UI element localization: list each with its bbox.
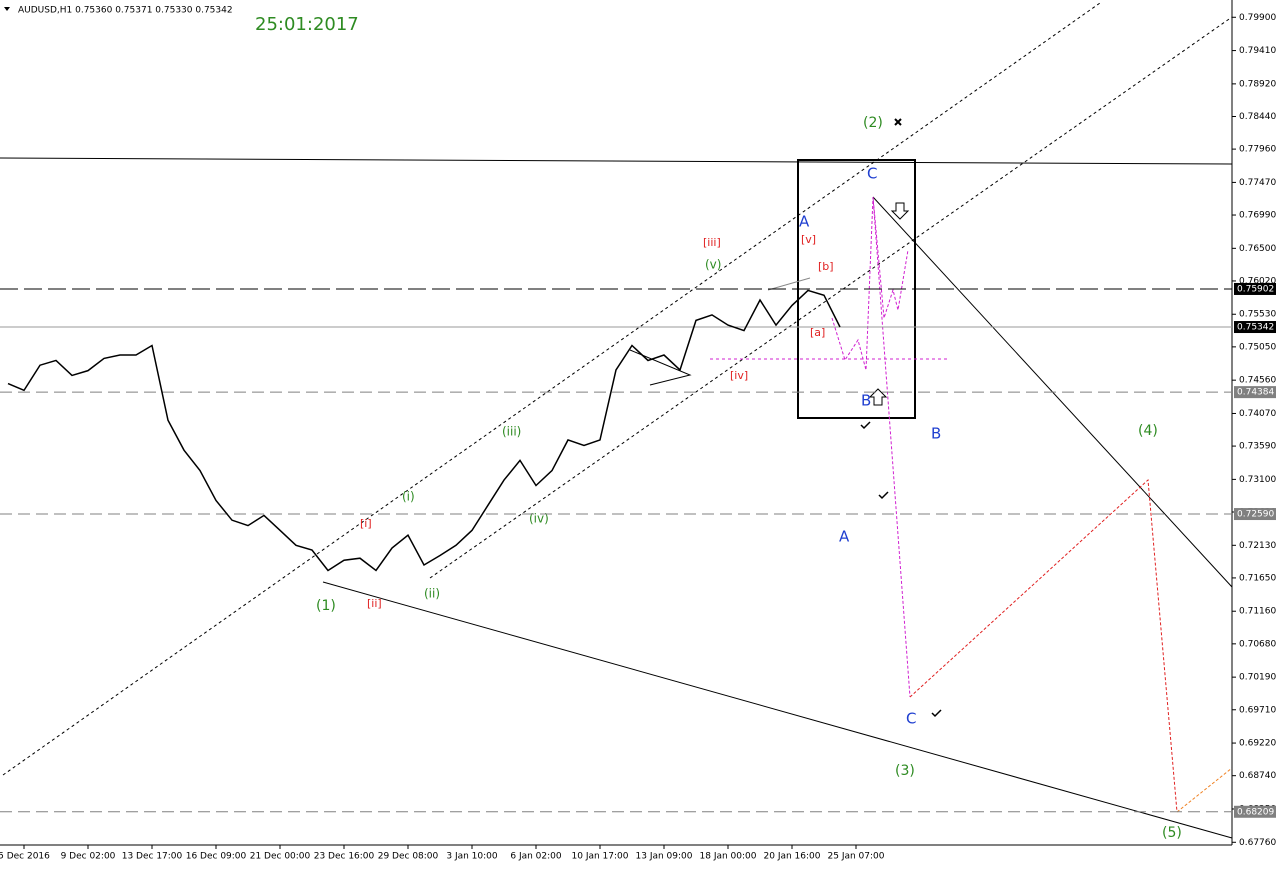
wave-label: [ii]	[367, 597, 382, 610]
y-tick-label: 0.76500	[1239, 244, 1276, 254]
projection	[909, 478, 1178, 813]
wave-label: (i)	[402, 490, 415, 504]
y-tick-label: 0.79410	[1239, 46, 1276, 56]
level-label-bg	[1234, 508, 1276, 521]
y-tick-label: 0.77960	[1239, 145, 1276, 155]
x-tick-label: 13 Dec 17:00	[122, 852, 183, 862]
x-tick-label: 10 Jan 17:00	[572, 852, 629, 862]
wave-label: (2)	[863, 115, 883, 131]
wave-label: (v)	[705, 258, 721, 272]
x-tick-label: 16 Dec 09:00	[186, 852, 247, 862]
cross-mark	[894, 118, 902, 126]
arrow-down	[890, 202, 910, 220]
arrow-up	[868, 388, 888, 406]
y-tick-label: 0.77470	[1239, 178, 1276, 188]
y-tick-label: 0.75530	[1239, 310, 1276, 320]
wave-label: (ii)	[424, 587, 440, 601]
wave-label: [b]	[818, 260, 834, 273]
x-tick-label: 13 Jan 09:00	[636, 852, 693, 862]
wave-label: (1)	[316, 598, 336, 614]
wave-label: (iii)	[502, 425, 521, 439]
x-tick-label: 9 Dec 02:00	[61, 852, 116, 862]
wave-label: B	[861, 392, 871, 410]
wave-label: B	[931, 425, 941, 443]
y-tick-label: 0.78920	[1239, 79, 1276, 89]
trend-line	[767, 277, 811, 291]
y-tick-label: 0.67760	[1239, 838, 1276, 848]
wave-label: A	[839, 528, 850, 546]
x-tick-label: 18 Jan 00:00	[700, 852, 757, 862]
wave-label: (3)	[895, 763, 915, 779]
y-tick-label: 0.71160	[1239, 607, 1276, 617]
projection	[872, 196, 911, 698]
wave-label: A	[799, 213, 810, 231]
y-tick-label: 0.74560	[1239, 376, 1276, 386]
y-tick-label: 0.70680	[1239, 639, 1276, 649]
x-tick-label: 21 Dec 00:00	[250, 852, 311, 862]
x-tick-label: 5 Dec 2016	[0, 852, 50, 862]
level-label: 0.68209	[1237, 807, 1274, 817]
wave-label: [a]	[810, 326, 825, 339]
y-tick-label: 0.72130	[1239, 541, 1276, 551]
y-tick-label: 0.73590	[1239, 442, 1276, 452]
chart-title: AUDUSD,H1 0.75360 0.75371 0.75330 0.7534…	[18, 6, 233, 16]
x-tick-label: 29 Dec 08:00	[378, 852, 439, 862]
y-tick-label: 0.76990	[1239, 211, 1276, 221]
x-tick-label: 23 Dec 16:00	[314, 852, 375, 862]
x-tick-label: 6 Jan 02:00	[510, 852, 562, 862]
wave-label: C	[906, 710, 916, 728]
level-label-bg	[1234, 282, 1276, 295]
y-tick-label: 0.78440	[1239, 112, 1276, 122]
level-label-bg	[1234, 805, 1276, 818]
y-tick-label: 0.69220	[1239, 739, 1276, 749]
level-label: 0.74384	[1237, 388, 1274, 398]
level-label-bg	[1234, 321, 1276, 334]
wave-label: (4)	[1138, 423, 1158, 439]
check-mark	[860, 421, 942, 718]
wave-label: (iv)	[529, 512, 549, 526]
level-label: 0.75902	[1237, 284, 1274, 294]
wave-label: [iii]	[703, 236, 721, 249]
y-tick-label: 0.70190	[1239, 673, 1276, 683]
price-line	[7, 289, 841, 572]
y-tick-label: 0.75050	[1239, 342, 1276, 352]
y-tick-label: 0.69710	[1239, 705, 1276, 715]
date-label: 25:01:2017	[255, 14, 359, 35]
y-tick-label: 0.79900	[1239, 13, 1276, 23]
wave-label: [i]	[360, 517, 372, 530]
y-tick-label: 0.73100	[1239, 475, 1276, 485]
y-tick-label: 0.76020	[1239, 276, 1276, 286]
level-label: 0.75342	[1237, 323, 1274, 333]
y-tick-label: 0.74070	[1239, 409, 1276, 419]
projection	[1176, 767, 1233, 813]
level-label-bg	[1234, 386, 1276, 399]
trend-line	[322, 581, 1233, 839]
x-tick-label: 25 Jan 07:00	[828, 852, 885, 862]
wave-label: (5)	[1162, 825, 1182, 841]
annotations: (2) C A [v] [iii] (v) [b] [a] [iv] B B (…	[316, 115, 1182, 841]
triangle	[629, 349, 692, 386]
level-label: 0.72590	[1237, 510, 1274, 520]
y-tick-label: 0.71650	[1239, 573, 1276, 583]
x-tick-label: 20 Jan 16:00	[764, 852, 821, 862]
dropdown-icon	[4, 7, 10, 11]
wave-label: [iv]	[730, 369, 748, 382]
channel-line	[2, 2, 1101, 776]
trend-line	[0, 157, 1233, 165]
channel-line	[429, 16, 1233, 579]
drawings	[0, 0, 1233, 846]
wave-label: [v]	[801, 233, 816, 246]
y-tick-label: 0.68740	[1239, 771, 1276, 781]
x-tick-label: 3 Jan 10:00	[446, 852, 498, 862]
wave-label: C	[867, 165, 877, 183]
